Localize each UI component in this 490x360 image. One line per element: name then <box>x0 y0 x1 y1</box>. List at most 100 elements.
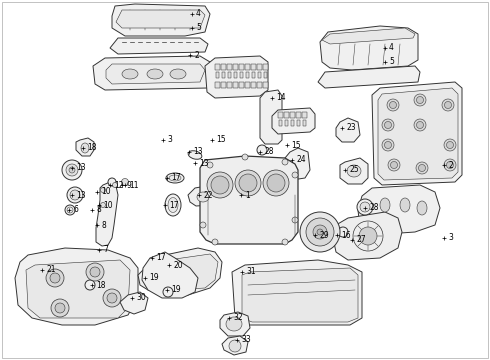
Ellipse shape <box>168 198 178 212</box>
Polygon shape <box>110 38 208 54</box>
Text: 29: 29 <box>319 230 329 239</box>
Circle shape <box>51 299 69 317</box>
Circle shape <box>239 174 257 192</box>
Polygon shape <box>227 82 232 88</box>
Ellipse shape <box>81 143 89 153</box>
Circle shape <box>229 340 241 352</box>
Polygon shape <box>251 82 256 88</box>
Circle shape <box>416 162 428 174</box>
Ellipse shape <box>165 194 181 216</box>
Polygon shape <box>303 120 306 126</box>
Polygon shape <box>188 185 218 206</box>
Polygon shape <box>106 64 205 84</box>
Polygon shape <box>112 4 210 36</box>
Text: 17: 17 <box>171 174 181 183</box>
Polygon shape <box>215 64 220 70</box>
Circle shape <box>212 239 218 245</box>
Polygon shape <box>232 260 362 325</box>
Polygon shape <box>116 10 205 28</box>
Polygon shape <box>227 64 232 70</box>
Circle shape <box>416 122 423 129</box>
Circle shape <box>200 222 206 228</box>
Polygon shape <box>239 64 244 70</box>
Circle shape <box>108 178 116 186</box>
Polygon shape <box>240 72 243 78</box>
Circle shape <box>444 159 456 171</box>
Circle shape <box>66 164 78 176</box>
Ellipse shape <box>417 201 427 215</box>
Polygon shape <box>320 26 418 70</box>
Text: 7: 7 <box>103 246 108 255</box>
Circle shape <box>67 187 83 203</box>
Polygon shape <box>263 82 268 88</box>
Polygon shape <box>296 112 301 118</box>
Polygon shape <box>221 64 226 70</box>
Text: 25: 25 <box>349 166 359 175</box>
Polygon shape <box>318 66 420 88</box>
Circle shape <box>444 139 456 151</box>
Polygon shape <box>372 82 462 185</box>
Circle shape <box>446 162 454 168</box>
Text: 21: 21 <box>46 266 55 274</box>
Polygon shape <box>233 64 238 70</box>
Circle shape <box>207 172 233 198</box>
Ellipse shape <box>400 198 410 212</box>
Circle shape <box>317 229 323 235</box>
Text: 9: 9 <box>126 180 131 189</box>
Ellipse shape <box>347 165 361 177</box>
Circle shape <box>86 263 104 281</box>
Text: 11: 11 <box>129 180 139 189</box>
Circle shape <box>100 202 105 207</box>
Polygon shape <box>205 56 268 98</box>
Text: 19: 19 <box>149 274 159 283</box>
Text: 5: 5 <box>389 58 394 67</box>
Text: 6: 6 <box>73 206 78 215</box>
Polygon shape <box>272 108 315 134</box>
Circle shape <box>282 239 288 245</box>
Circle shape <box>65 205 75 215</box>
Circle shape <box>107 293 117 303</box>
Text: 12: 12 <box>114 180 123 189</box>
Circle shape <box>282 159 288 165</box>
Polygon shape <box>93 56 212 90</box>
Circle shape <box>414 119 426 131</box>
Polygon shape <box>285 120 288 126</box>
Circle shape <box>70 190 80 200</box>
Text: 13: 13 <box>193 148 203 157</box>
Circle shape <box>292 172 298 178</box>
Text: 10: 10 <box>103 201 113 210</box>
Circle shape <box>444 102 451 108</box>
Polygon shape <box>279 120 282 126</box>
Polygon shape <box>76 138 94 156</box>
Polygon shape <box>302 112 307 118</box>
Text: 3: 3 <box>167 135 172 144</box>
Circle shape <box>306 218 334 246</box>
Circle shape <box>85 280 95 290</box>
Text: 15: 15 <box>216 135 225 144</box>
Polygon shape <box>15 248 138 325</box>
Circle shape <box>100 188 105 193</box>
Circle shape <box>414 94 426 106</box>
Circle shape <box>163 287 173 297</box>
Circle shape <box>385 141 392 148</box>
Circle shape <box>90 267 100 277</box>
Text: 13: 13 <box>76 163 86 172</box>
Polygon shape <box>222 336 248 355</box>
Circle shape <box>207 162 213 168</box>
Circle shape <box>122 179 128 185</box>
Text: 2: 2 <box>194 50 199 59</box>
Polygon shape <box>239 82 244 88</box>
Polygon shape <box>200 156 298 244</box>
Text: 33: 33 <box>241 336 251 345</box>
Polygon shape <box>251 64 256 70</box>
Polygon shape <box>358 185 440 235</box>
Circle shape <box>446 141 454 148</box>
Circle shape <box>391 162 397 168</box>
Circle shape <box>242 154 248 160</box>
Polygon shape <box>220 312 250 336</box>
Text: 18: 18 <box>87 144 97 153</box>
Polygon shape <box>340 158 368 184</box>
Polygon shape <box>222 72 225 78</box>
Text: 28: 28 <box>264 148 273 157</box>
Text: 28: 28 <box>369 203 378 212</box>
